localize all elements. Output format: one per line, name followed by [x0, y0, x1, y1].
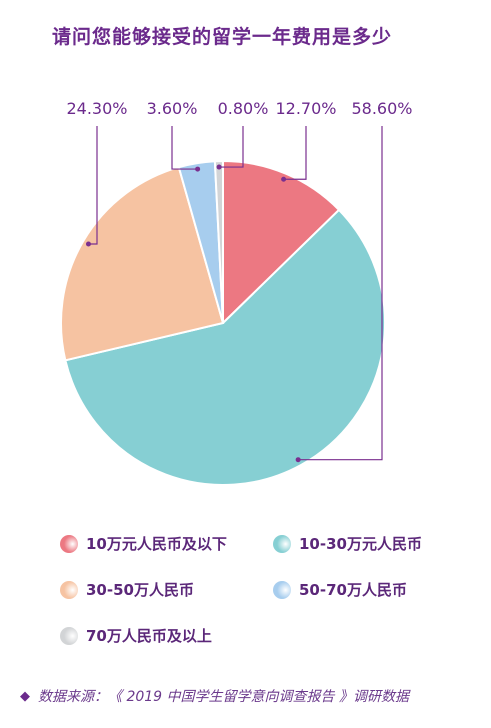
pie-slice: [60, 165, 225, 362]
legend-swatch: [273, 580, 291, 599]
data-label: 12.70%: [275, 99, 336, 118]
chart-title: 请问您能够接受的留学一年费用是多少: [52, 26, 393, 48]
leader-line: [219, 126, 244, 168]
data-label: 58.60%: [351, 99, 412, 118]
legend-label: 30-50万人民币: [86, 581, 194, 599]
legend-swatch: [60, 534, 78, 553]
leader-dot: [216, 164, 222, 170]
legend-item: 30-50万人民币: [60, 579, 194, 600]
legend-item: 50-70万人民币: [273, 579, 407, 600]
leader-line: [171, 126, 198, 170]
data-label: 3.60%: [147, 99, 198, 118]
legend-swatch: [60, 626, 78, 645]
source-text: 数据来源：《 2019 中国学生留学意向调查报告 》调研数据: [38, 689, 409, 705]
legend-label: 10-30万元人民币: [299, 535, 422, 553]
leader-dot: [85, 241, 91, 247]
leader-dot: [281, 176, 287, 182]
diamond-icon: ◆: [20, 688, 30, 704]
leader-line: [283, 126, 307, 180]
leader-line: [298, 126, 383, 461]
leader-dot: [295, 457, 301, 463]
leader-dot: [195, 166, 201, 172]
legend-item: 70万人民币及以上: [60, 625, 212, 646]
pie-slice: [64, 208, 386, 486]
legend-item: 10万元人民币及以下: [60, 533, 227, 554]
data-label: 0.80%: [218, 99, 269, 118]
legend-label: 10万元人民币及以下: [86, 535, 227, 553]
legend-label: 70万人民币及以上: [86, 627, 212, 645]
legend-swatch: [273, 534, 291, 553]
legend-item: 10-30万元人民币: [273, 533, 422, 554]
leader-line: [88, 126, 98, 245]
pie-slice: [222, 159, 341, 326]
legend-swatch: [60, 580, 78, 599]
data-label: 24.30%: [66, 99, 127, 118]
legend-label: 50-70万人民币: [299, 581, 407, 599]
pie-slice: [213, 159, 224, 324]
source-note: ◆ 数据来源：《 2019 中国学生留学意向调查报告 》调研数据: [20, 686, 409, 706]
